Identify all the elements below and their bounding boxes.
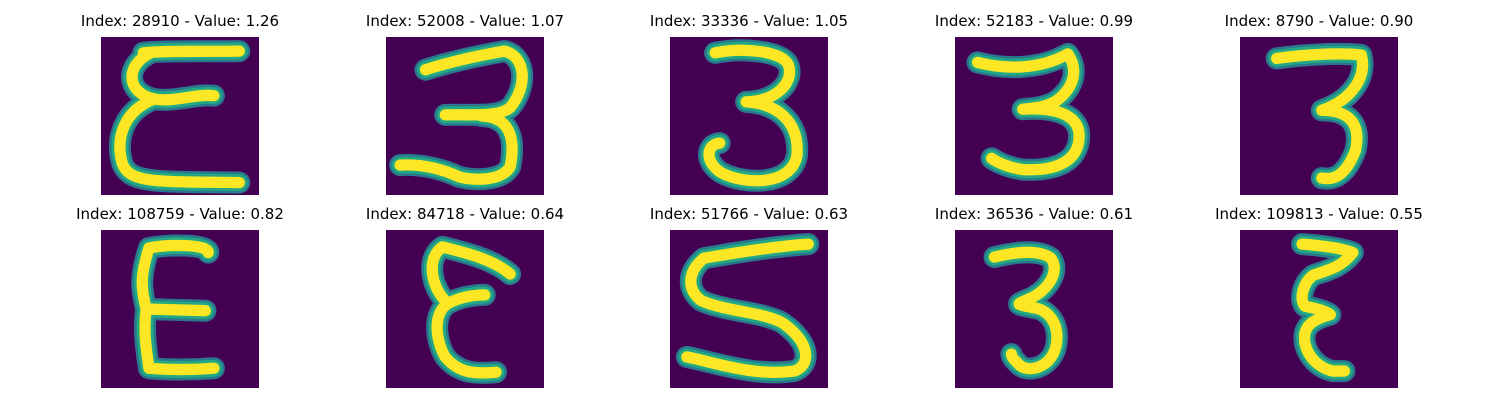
digit-stroke <box>114 45 245 189</box>
digit-stroke <box>1296 238 1359 377</box>
digit-panel: Index: 33336 - Value: 1.05 <box>607 10 891 195</box>
panel-title: Index: 52008 - Value: 1.07 <box>365 12 565 30</box>
panel-title: Index: 84718 - Value: 0.64 <box>365 205 565 223</box>
digit-panel: Index: 51766 - Value: 0.63 <box>607 203 891 388</box>
panel-title: Index: 36536 - Value: 0.61 <box>934 205 1134 223</box>
digit-panel: Index: 28910 - Value: 1.26 <box>38 10 322 195</box>
digit-panel: Index: 36536 - Value: 0.61 <box>892 203 1176 388</box>
panel-title: Index: 28910 - Value: 1.26 <box>80 12 280 30</box>
digit-image <box>1240 37 1398 195</box>
panel-title: Index: 33336 - Value: 1.05 <box>649 12 849 30</box>
digit-stroke <box>136 239 220 376</box>
digit-panel: Index: 52008 - Value: 1.07 <box>323 10 607 195</box>
digit-panel: Index: 8790 - Value: 0.90 <box>1177 10 1461 195</box>
digit-stroke <box>703 44 803 187</box>
panel-title: Index: 51766 - Value: 0.63 <box>649 205 849 223</box>
digit-image <box>1240 230 1398 388</box>
digit-image <box>670 37 828 195</box>
panel-title: Index: 108759 - Value: 0.82 <box>76 205 284 223</box>
digit-stroke <box>681 238 814 379</box>
digit-stroke <box>426 241 516 379</box>
digit-panel: Index: 109813 - Value: 0.55 <box>1177 203 1461 388</box>
digit-stroke <box>1271 48 1369 185</box>
digit-image <box>955 230 1113 388</box>
digit-image <box>955 37 1113 195</box>
digit-image <box>101 37 259 195</box>
digit-panel: Index: 52183 - Value: 0.99 <box>892 10 1176 195</box>
panel-title: Index: 109813 - Value: 0.55 <box>1215 205 1423 223</box>
digit-panel: Index: 84718 - Value: 0.64 <box>323 203 607 388</box>
digit-stroke <box>394 45 528 185</box>
panel-title: Index: 8790 - Value: 0.90 <box>1224 12 1414 30</box>
digit-panel: Index: 108759 - Value: 0.82 <box>38 203 322 388</box>
panel-title: Index: 52183 - Value: 0.99 <box>934 12 1134 30</box>
digit-image <box>386 230 544 388</box>
digit-image <box>670 230 828 388</box>
digit-image <box>101 230 259 388</box>
digit-stroke <box>988 246 1063 375</box>
digit-stroke <box>971 48 1085 176</box>
digit-image <box>386 37 544 195</box>
